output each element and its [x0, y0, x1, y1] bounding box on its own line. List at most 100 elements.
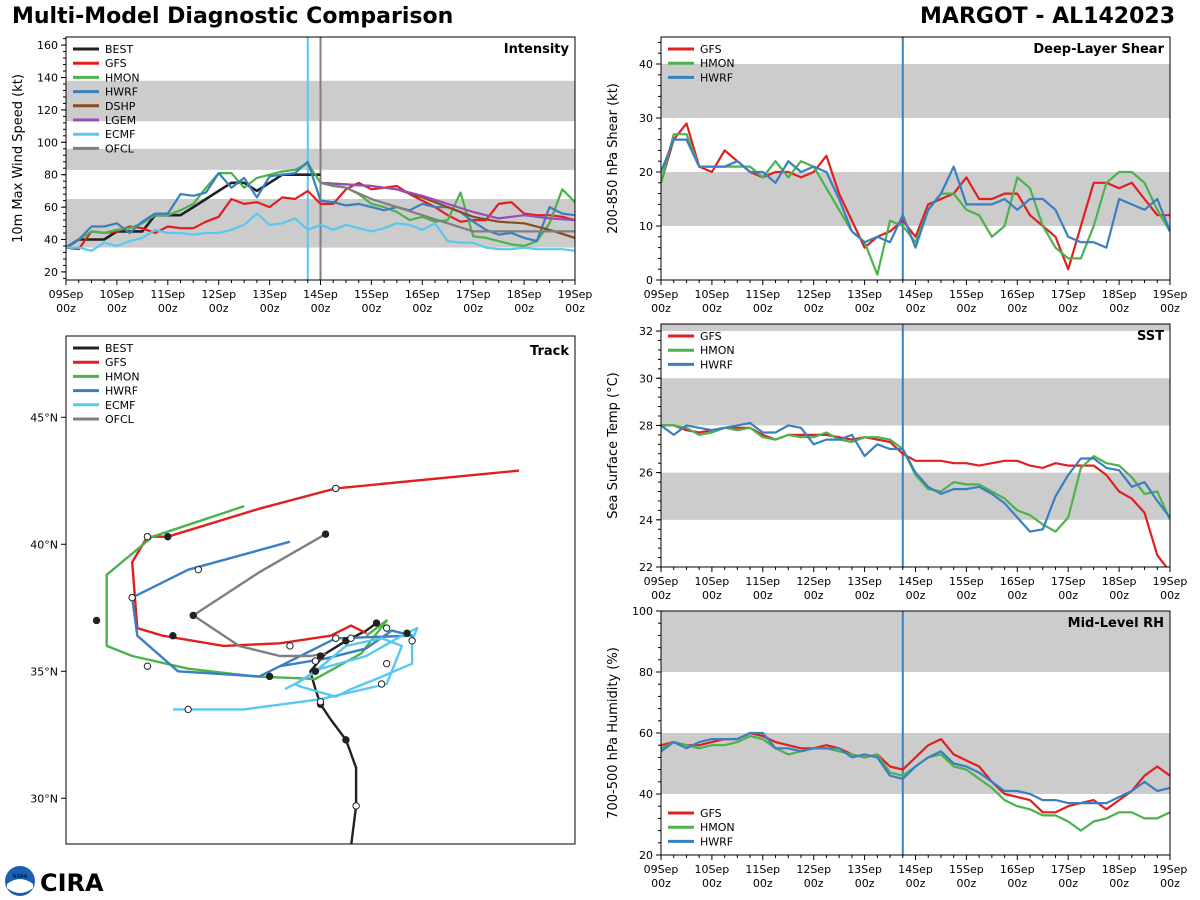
x-tick-label: 09Sep [49, 288, 84, 301]
x-tick-label: 10Sep [695, 288, 730, 301]
panel-title: SST [1137, 329, 1164, 344]
x-tick-label: 16Sep [405, 288, 440, 301]
track-line-hwrf [130, 540, 414, 678]
series-group [661, 422, 1170, 567]
x-tick-label: 12Sep [796, 288, 831, 301]
x-tick-label: 00z [1058, 589, 1078, 602]
x-tick-label: 00z [1007, 589, 1027, 602]
legend-label: HWRF [700, 71, 733, 84]
rh-panel: 2040608010009Sep00z10Sep00z11Sep00z12Sep… [606, 605, 1187, 890]
x-tick-label: 00z [311, 302, 331, 315]
x-tick-label: 00z [56, 302, 76, 315]
x-tick-label: 00z [702, 589, 722, 602]
x-tick-label: 00z [1109, 877, 1129, 890]
x-tick-label: 10Sep [695, 575, 730, 588]
x-tick-label: 17Sep [1051, 575, 1086, 588]
x-tick-label: 00z [651, 589, 671, 602]
x-tick-label: 00z [957, 589, 977, 602]
x-tick-label: 00z [209, 302, 229, 315]
track-marker-ecmf [408, 637, 416, 645]
x-tick-label: 13Sep [847, 863, 882, 876]
x-tick-label: 00z [906, 877, 926, 890]
x-tick-label: 13Sep [847, 575, 882, 588]
x-tick-label: 15Sep [354, 288, 389, 301]
legend-label: OFCL [105, 413, 135, 426]
x-tick-label: 12Sep [796, 575, 831, 588]
legend-label: HWRF [700, 835, 733, 848]
x-tick-label: 00z [753, 302, 773, 315]
track-marker-gfs [164, 532, 172, 541]
series-line-ecmf [66, 212, 575, 252]
x-tick-label: 18Sep [1102, 575, 1137, 588]
legend-label: BEST [105, 342, 133, 355]
y-tick-label: 100 [37, 136, 58, 149]
y-axis-label: 200-850 hPa Shear (kt) [606, 83, 621, 234]
lat-tick-label: 35°N [30, 665, 58, 678]
track-line-gfs [130, 469, 520, 648]
cira-text: CIRA [40, 869, 104, 897]
track-line-ecmf [172, 626, 419, 711]
y-tick-label: 60 [44, 201, 58, 214]
x-tick-label: 00z [957, 877, 977, 890]
legend-label: ECMF [105, 128, 135, 141]
x-tick-label: 00z [158, 302, 178, 315]
y-tick-label: 30 [639, 112, 653, 125]
legend-label: GFS [105, 57, 127, 70]
storm-title: MARGOT - AL142023 [920, 4, 1175, 29]
track-marker-hmon [143, 662, 152, 670]
track-marker-ofcl [189, 611, 197, 620]
shear-panel: 01020304009Sep00z10Sep00z11Sep00z12Sep00… [606, 36, 1187, 315]
x-tick-label: 15Sep [949, 288, 984, 301]
legend-label: GFS [105, 356, 127, 369]
series-line-ofcl [320, 181, 575, 233]
x-tick-label: 19Sep [1153, 863, 1188, 876]
x-tick-label: 15Sep [949, 575, 984, 588]
legend-label: OFCL [105, 142, 135, 155]
x-tick-label: 00z [463, 302, 483, 315]
y-tick-label: 28 [639, 419, 653, 432]
track-series-group [92, 469, 520, 844]
series-line-best [66, 173, 321, 249]
x-tick-label: 12Sep [201, 288, 236, 301]
track-marker-hmon [92, 616, 101, 625]
track-marker-gfs [332, 634, 340, 642]
main-title: Multi-Model Diagnostic Comparison [12, 4, 454, 29]
track-marker-best [352, 802, 360, 810]
y-tick-label: 26 [639, 467, 653, 480]
x-tick-label: 00z [1007, 302, 1027, 315]
x-tick-label: 14Sep [303, 288, 338, 301]
x-tick-label: 00z [107, 302, 127, 315]
x-tick-label: 15Sep [949, 863, 984, 876]
shaded-band [661, 172, 1170, 226]
x-tick-label: 00z [651, 877, 671, 890]
series-line-hmon [661, 424, 1170, 533]
y-tick-label: 20 [639, 849, 653, 862]
shaded-band [661, 611, 1170, 672]
y-tick-label: 30 [639, 372, 653, 385]
x-tick-label: 14Sep [898, 288, 933, 301]
track-marker-best [311, 667, 320, 675]
legend-label: HWRF [700, 358, 733, 371]
x-tick-label: 17Sep [1051, 863, 1086, 876]
legend-label: HMON [105, 71, 140, 84]
x-tick-label: 13Sep [847, 288, 882, 301]
track-marker-hwrf [347, 634, 355, 642]
x-tick-label: 00z [412, 302, 432, 315]
x-tick-label: 00z [362, 302, 382, 315]
x-tick-label: 00z [1109, 589, 1129, 602]
x-tick-label: 16Sep [1000, 575, 1035, 588]
track-marker-ecmf [184, 705, 192, 714]
x-tick-label: 00z [804, 589, 824, 602]
x-tick-label: 19Sep [1153, 575, 1188, 588]
x-tick-label: 18Sep [1102, 288, 1137, 301]
track-marker-ofcl [316, 652, 325, 660]
x-tick-label: 00z [702, 302, 722, 315]
x-tick-label: 14Sep [898, 575, 933, 588]
x-tick-label: 00z [753, 589, 773, 602]
series-group [661, 122, 1170, 276]
x-tick-label: 00z [1007, 877, 1027, 890]
panel-title: Deep-Layer Shear [1033, 42, 1164, 57]
y-tick-label: 20 [639, 166, 653, 179]
legend-label: HMON [700, 344, 735, 357]
